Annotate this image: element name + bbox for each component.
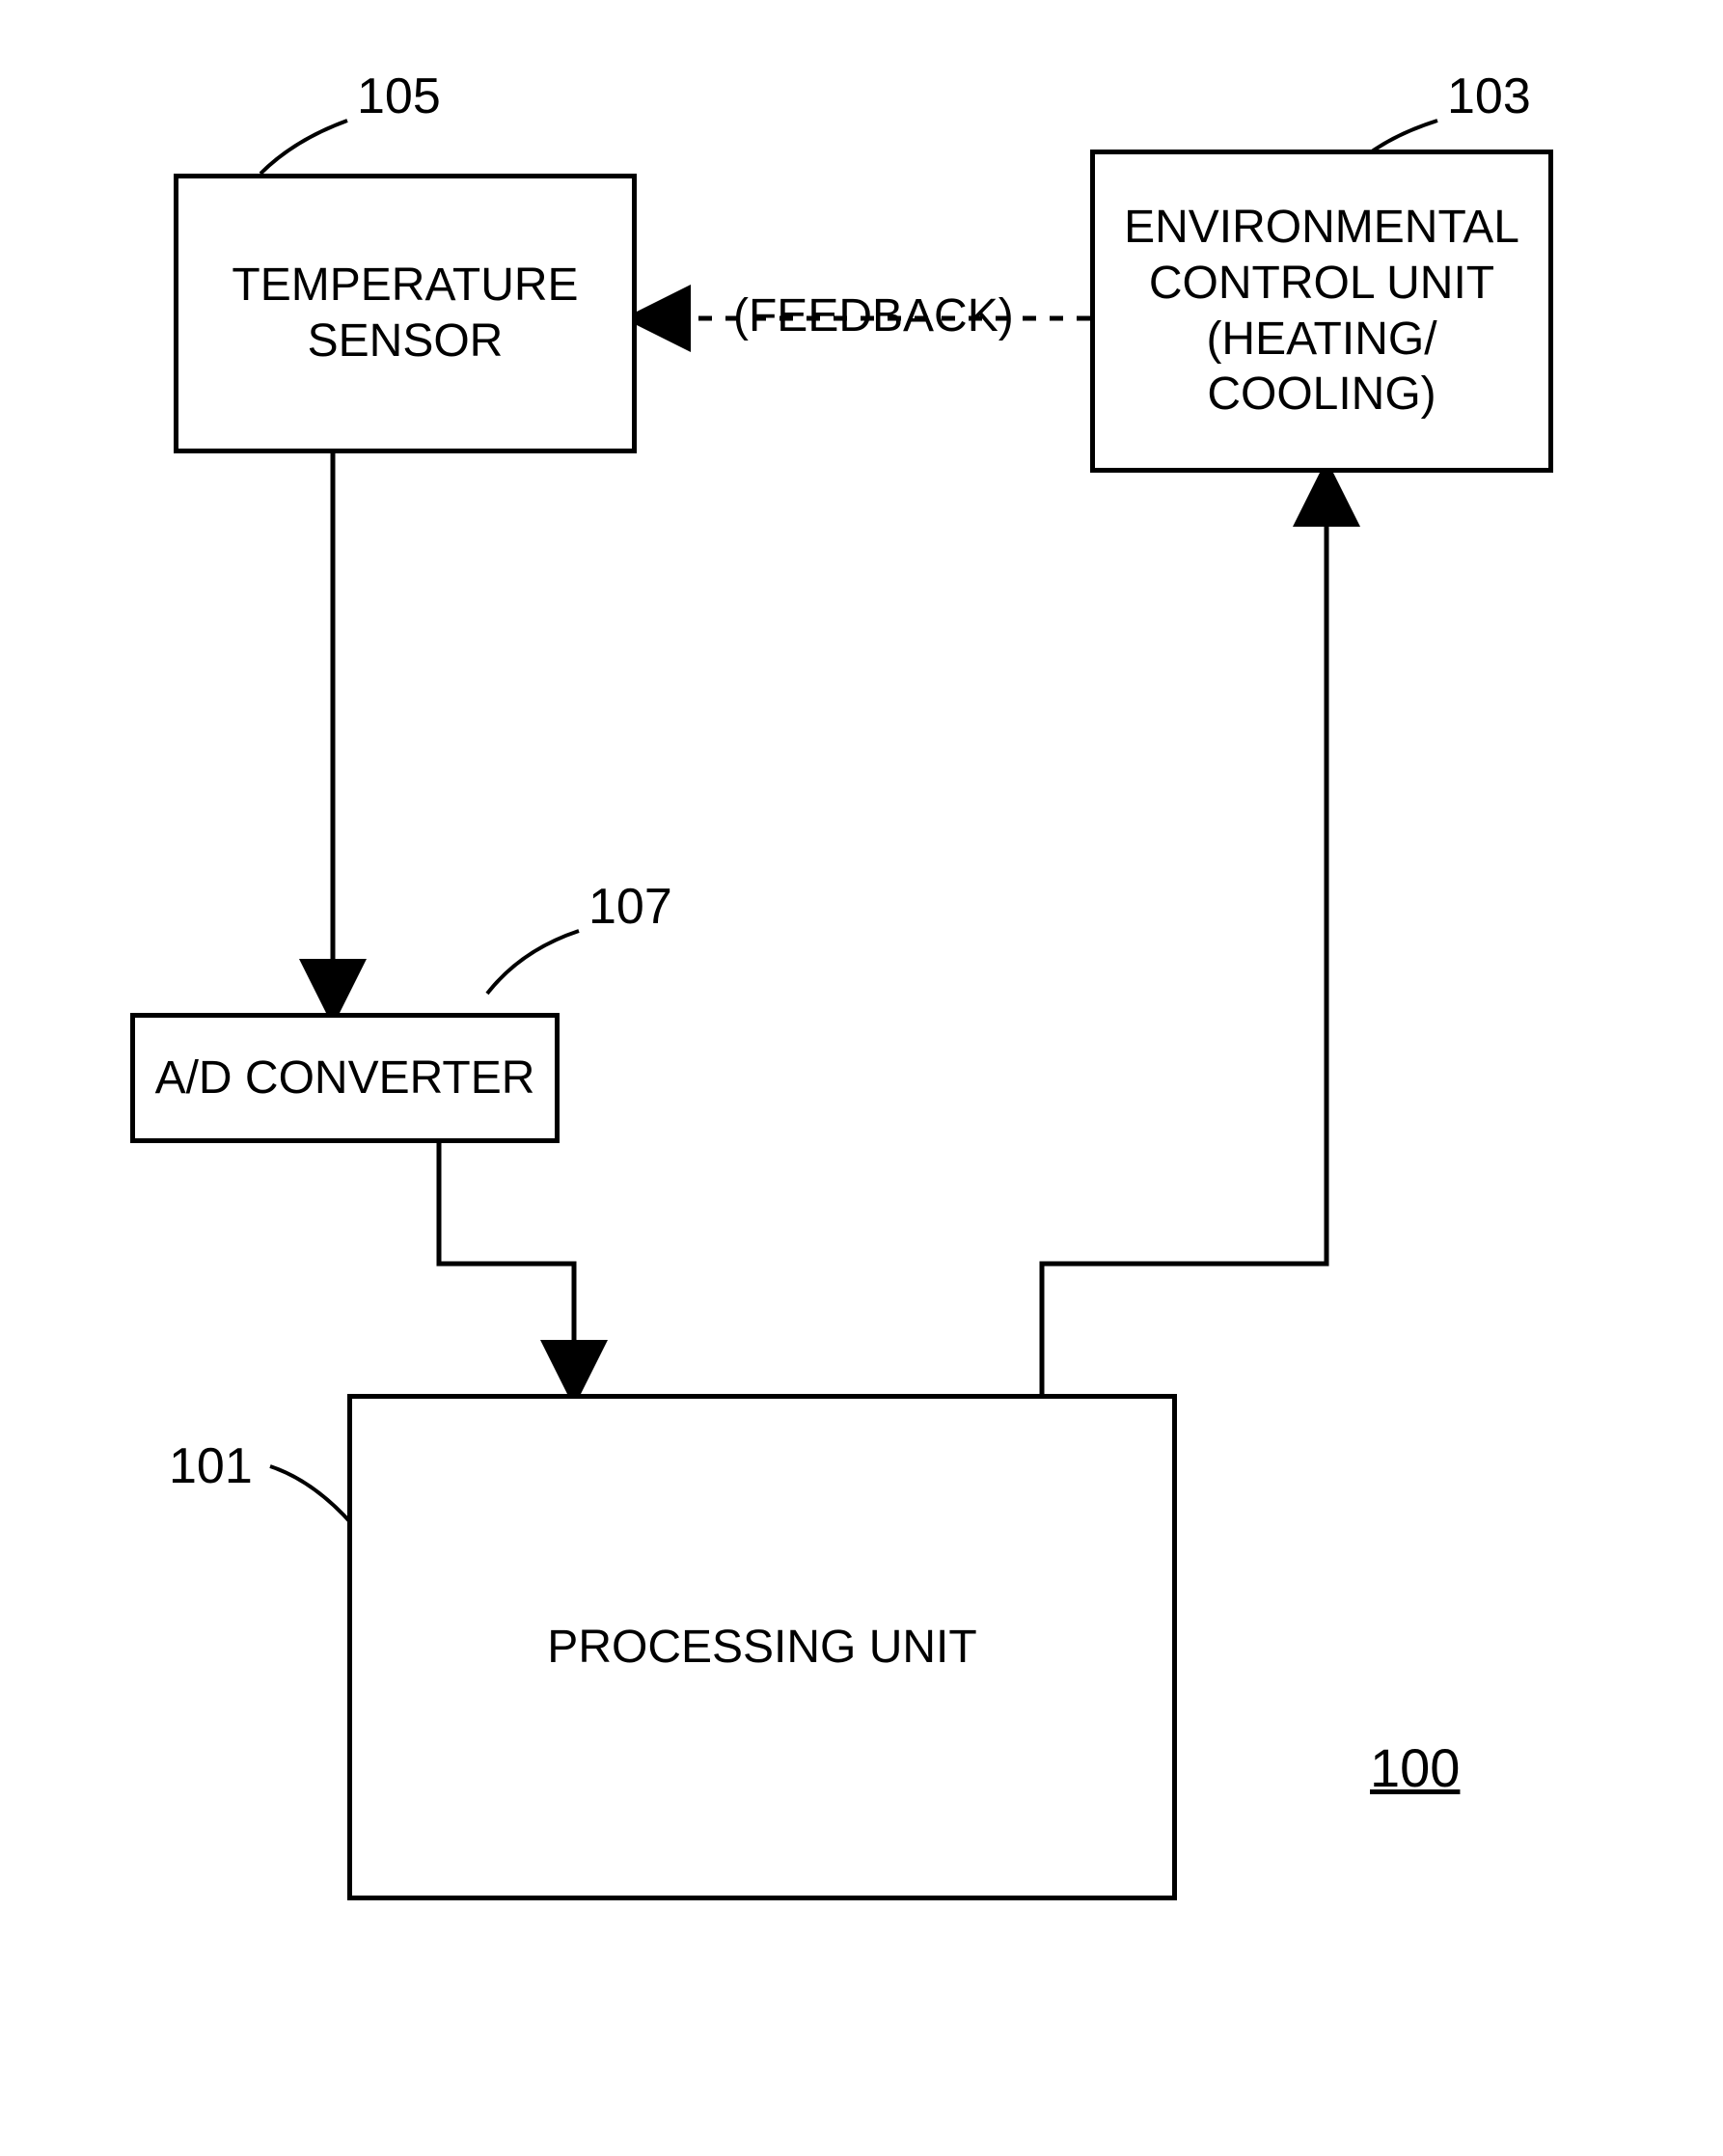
- text-line: CONTROL UNIT: [1149, 258, 1494, 309]
- node-processing-unit-label: PROCESSING UNIT: [537, 1610, 986, 1685]
- ref-label-105: 105: [357, 68, 441, 125]
- text-line: SENSOR: [308, 315, 504, 367]
- node-env-control-label: ENVIRONMENTAL CONTROL UNIT (HEATING/ COO…: [1114, 190, 1529, 431]
- ref-leader-101: [270, 1466, 352, 1524]
- node-processing-unit: PROCESSING UNIT: [347, 1394, 1177, 1900]
- node-env-control: ENVIRONMENTAL CONTROL UNIT (HEATING/ COO…: [1090, 150, 1553, 473]
- ref-label-101: 101: [169, 1437, 253, 1495]
- ref-leader-107: [487, 931, 579, 994]
- ref-label-107: 107: [588, 878, 672, 936]
- text-line: PROCESSING UNIT: [547, 1622, 976, 1673]
- edge-feedback-label: (FEEDBACK): [733, 289, 1014, 342]
- text-line: A/D CONVERTER: [155, 1052, 535, 1104]
- ref-leader-105: [260, 121, 347, 174]
- edge-proc-to-env: [1042, 473, 1326, 1394]
- node-ad-converter: A/D CONVERTER: [130, 1013, 560, 1143]
- text-line: TEMPERATURE: [232, 259, 578, 311]
- text-line: (HEATING/: [1206, 314, 1436, 365]
- ref-label-103: 103: [1447, 68, 1531, 125]
- node-ad-converter-label: A/D CONVERTER: [146, 1041, 545, 1116]
- text-line: COOLING): [1207, 368, 1436, 420]
- node-temp-sensor-label: TEMPERATURE SENSOR: [222, 248, 588, 378]
- edge-ad-to-proc: [439, 1143, 574, 1394]
- figure-number: 100: [1370, 1736, 1460, 1799]
- node-temp-sensor: TEMPERATURE SENSOR: [174, 174, 637, 453]
- text-line: ENVIRONMENTAL: [1124, 202, 1519, 253]
